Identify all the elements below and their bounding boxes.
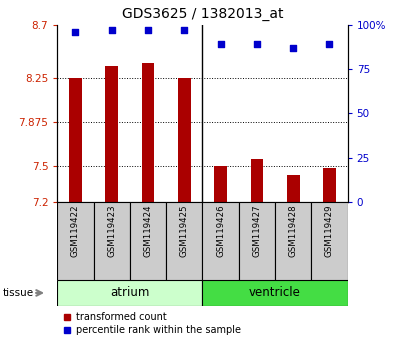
Text: GSM119426: GSM119426	[216, 204, 225, 257]
Point	[145, 27, 151, 33]
Text: GSM119422: GSM119422	[71, 204, 80, 257]
Bar	[69, 78, 82, 202]
Text: GSM119424: GSM119424	[143, 204, 152, 257]
Bar	[214, 166, 227, 202]
Bar	[239, 202, 275, 280]
Point	[181, 27, 188, 33]
Legend: transformed count, percentile rank within the sample: transformed count, percentile rank withi…	[59, 308, 245, 339]
Bar	[202, 280, 348, 306]
Text: GSM119429: GSM119429	[325, 204, 334, 257]
Point	[217, 41, 224, 47]
Point	[72, 29, 79, 35]
Point	[254, 41, 260, 47]
Text: atrium: atrium	[110, 286, 150, 299]
Bar	[94, 202, 130, 280]
Point	[109, 27, 115, 33]
Text: GSM119427: GSM119427	[252, 204, 261, 257]
Bar	[178, 78, 191, 202]
Bar	[57, 280, 202, 306]
Point	[290, 45, 296, 51]
Title: GDS3625 / 1382013_at: GDS3625 / 1382013_at	[122, 7, 283, 21]
Bar	[287, 175, 299, 202]
Text: GSM119425: GSM119425	[180, 204, 189, 257]
Bar	[105, 66, 118, 202]
Bar	[57, 202, 94, 280]
Bar	[250, 159, 263, 202]
Bar	[311, 202, 348, 280]
Bar	[323, 167, 336, 202]
Bar	[166, 202, 203, 280]
Point	[326, 41, 333, 47]
Bar	[202, 202, 239, 280]
Text: tissue: tissue	[3, 288, 34, 298]
Text: GSM119423: GSM119423	[107, 204, 116, 257]
Text: ventricle: ventricle	[249, 286, 301, 299]
Bar	[275, 202, 311, 280]
Bar	[142, 63, 154, 202]
Bar	[130, 202, 166, 280]
Text: GSM119428: GSM119428	[289, 204, 298, 257]
